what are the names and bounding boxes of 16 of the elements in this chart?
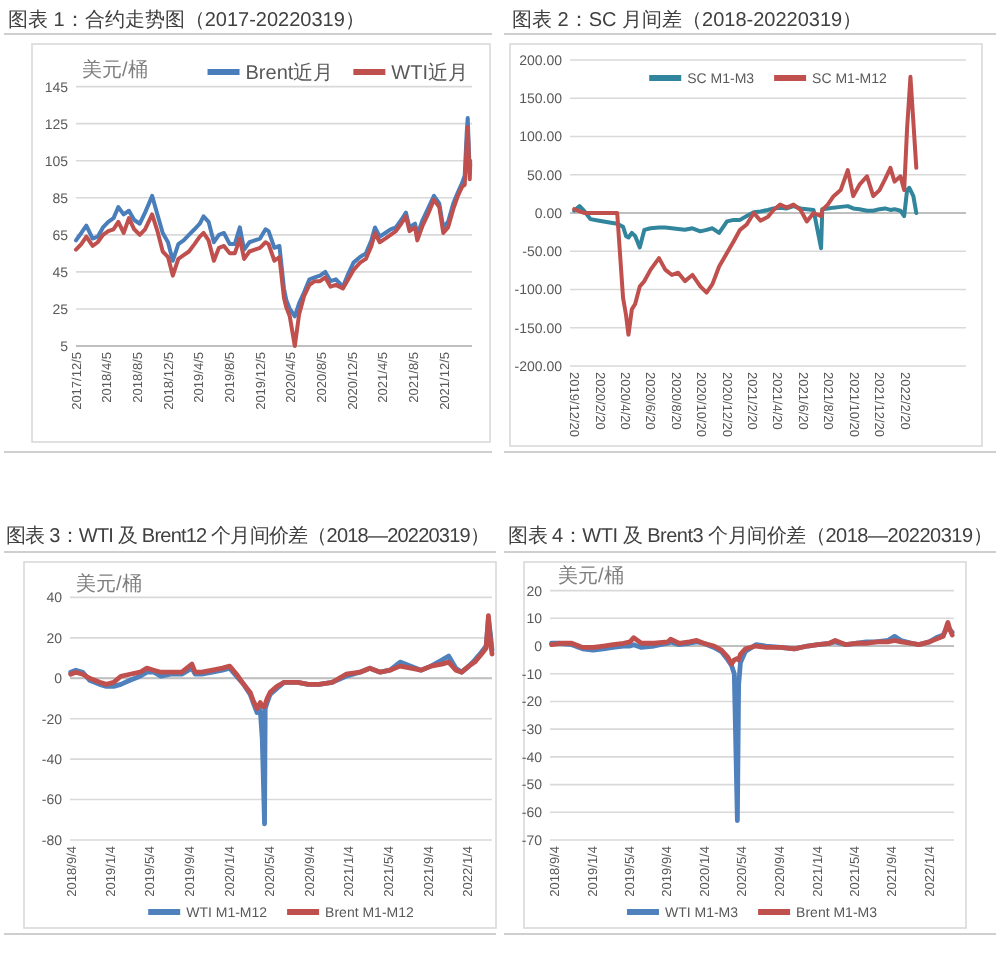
y-axis-title: 美元/桶 xyxy=(76,572,142,596)
line-series xyxy=(74,116,473,319)
line-series xyxy=(572,185,919,251)
chart-title: 图表 2：SC 月间差（2018-20220319） xyxy=(512,8,863,32)
line-series xyxy=(549,624,955,823)
y-axis-title: 美元/桶 xyxy=(82,58,148,82)
line-series xyxy=(68,613,495,711)
y-axis-title: 美元/桶 xyxy=(558,564,624,588)
chart-title: 图表 4：WTI 及 Brent3 个月间价差（2018—20220319） xyxy=(508,524,993,548)
legend-label: WTI近月 xyxy=(391,61,468,85)
chart-title: 图表 3：WTI 及 Brent12 个月间价差（2018—20220319） xyxy=(6,524,490,548)
line-series xyxy=(74,125,473,348)
chart-title: 图表 1：合约走势图（2017-20220319） xyxy=(8,8,365,32)
legend-label: Brent近月 xyxy=(245,61,334,85)
line-series xyxy=(572,74,919,337)
line-series xyxy=(549,620,955,667)
